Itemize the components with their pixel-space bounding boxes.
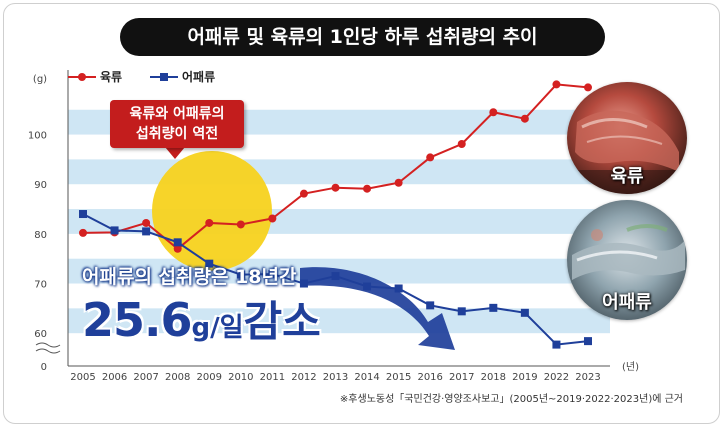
- data-point-fish: [173, 238, 182, 247]
- highlight-circle: [152, 151, 272, 271]
- y-tick-label: 60: [34, 329, 47, 340]
- data-point-fish: [142, 227, 151, 236]
- legend-marker: [78, 73, 86, 81]
- data-point-fish: [236, 270, 245, 279]
- data-point-meat: [236, 220, 245, 229]
- decrease-number: 25.6: [82, 293, 192, 347]
- data-point-meat: [584, 83, 592, 92]
- fish-image: [567, 200, 687, 320]
- data-point-meat: [363, 184, 372, 193]
- x-unit-label: (년): [622, 361, 639, 373]
- legend-label: 어패류: [182, 69, 215, 84]
- callout-line-2: 섭취량이 역전: [135, 126, 219, 142]
- legend-marker: [160, 73, 168, 81]
- x-tick-label: 2006: [102, 372, 127, 383]
- data-point-fish: [520, 308, 529, 317]
- x-tick-label: 2007: [133, 372, 158, 383]
- x-tick-label: 2014: [354, 372, 379, 383]
- chart-title: 어패류 및 육류의 1인당 하루 섭취량의 추이: [120, 18, 605, 56]
- x-tick-label: 2019: [512, 372, 537, 383]
- callout-tail: [165, 147, 185, 159]
- grid-band: [68, 159, 610, 185]
- data-point-fish: [457, 307, 466, 316]
- data-point-fish: [584, 337, 592, 346]
- y-tick-label: 100: [28, 131, 47, 142]
- decrease-unit: g/일: [191, 313, 244, 343]
- x-tick-label: 2015: [386, 372, 411, 383]
- x-tick-label: 2023: [575, 372, 600, 383]
- y-tick-label: 80: [34, 230, 47, 241]
- decrease-arrow: [300, 267, 455, 350]
- data-point-fish: [268, 270, 277, 279]
- x-tick-label: 2013: [323, 372, 348, 383]
- x-tick-label: 2010: [228, 372, 253, 383]
- callout-box: 육류와 어패류의 섭취량이 역전: [110, 100, 244, 148]
- legend-label: 육류: [100, 69, 122, 84]
- data-point-fish: [79, 210, 87, 219]
- data-point-meat: [79, 228, 87, 237]
- x-tick-label: 2008: [165, 372, 190, 383]
- data-point-fish: [205, 259, 214, 268]
- fish-photo-label: 어패류: [602, 292, 652, 313]
- decrease-subtext: 어패류의 섭취량은 18년간: [82, 266, 297, 288]
- data-point-fish: [394, 284, 403, 293]
- data-point-meat: [299, 189, 308, 198]
- data-point-meat: [457, 140, 466, 149]
- data-point-meat: [489, 108, 498, 117]
- meat-image: [567, 82, 687, 194]
- x-tick-label: 2011: [260, 372, 285, 383]
- data-point-fish: [489, 303, 498, 312]
- y-tick-label: 90: [34, 180, 47, 191]
- data-point-meat: [552, 80, 561, 89]
- axis-break-mark: [35, 342, 61, 348]
- data-point-meat: [426, 153, 435, 162]
- y-tick-label: 70: [34, 280, 47, 291]
- data-point-meat: [142, 218, 151, 227]
- x-tick-label: 2018: [481, 372, 506, 383]
- fish-photo: 어패류: [567, 200, 687, 320]
- data-point-fish: [552, 340, 561, 349]
- x-tick-label: 2009: [197, 372, 222, 383]
- y-tick-label: 0: [41, 362, 47, 373]
- data-point-meat: [394, 178, 403, 187]
- data-point-meat: [268, 214, 277, 223]
- x-tick-label: 2017: [449, 372, 474, 383]
- callout-line-1: 육류와 어패류의: [129, 106, 225, 122]
- axis-break-mark: [35, 348, 61, 354]
- data-point-meat: [520, 114, 529, 123]
- x-tick-label: 2005: [70, 372, 95, 383]
- data-point-fish: [110, 226, 119, 235]
- data-point-meat: [205, 218, 214, 227]
- meat-photo-label: 육류: [610, 166, 644, 187]
- x-tick-label: 2012: [291, 372, 316, 383]
- decrease-word: 감소: [243, 297, 321, 346]
- x-tick-label: 2016: [417, 372, 442, 383]
- decrease-stat: 25.6g/일감소: [82, 288, 321, 349]
- data-point-meat: [331, 183, 340, 192]
- data-point-fish: [426, 301, 435, 310]
- y-unit-label: (g): [33, 74, 47, 85]
- source-note: ※후생노동성「국민건강·영양조사보고」(2005년~2019·2022·2023…: [339, 394, 683, 405]
- data-point-meat: [173, 244, 182, 253]
- meat-photo: 육류: [567, 82, 687, 194]
- x-tick-label: 2022: [544, 372, 569, 383]
